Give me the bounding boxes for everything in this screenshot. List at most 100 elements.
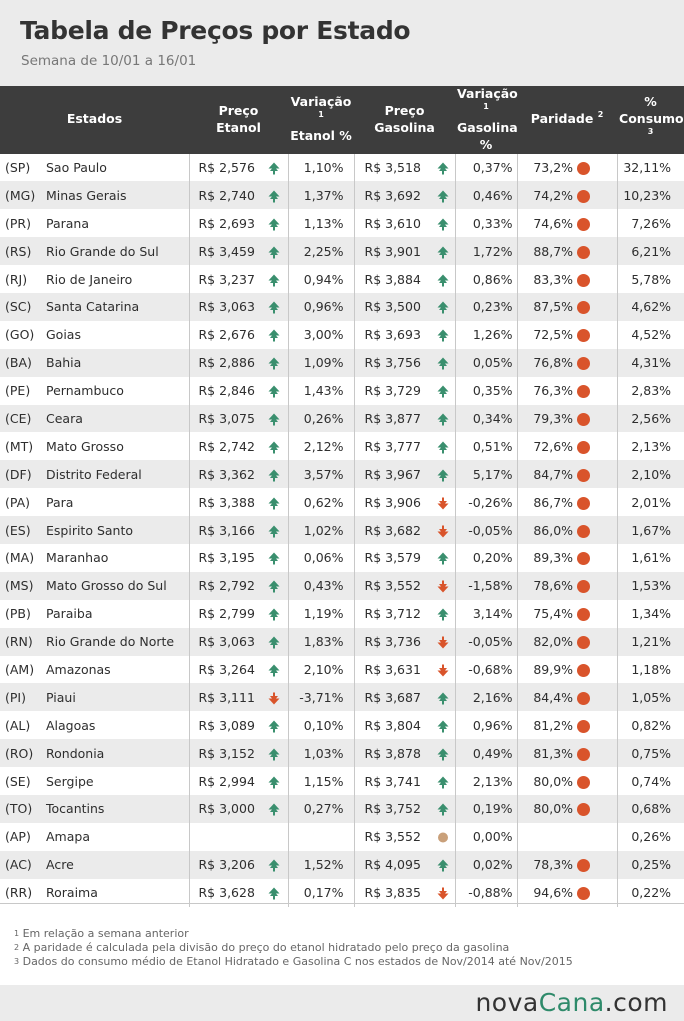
parity-cell-icon: [577, 209, 618, 238]
ethanol-variation: 1,83%: [288, 627, 355, 656]
trend-cell: [432, 543, 456, 572]
table-row: (AL) Alagoas R$ 3,089 0,10% R$ 3,804 0,96% 81,…: [0, 711, 684, 740]
gasoline-price: R$ 3,552: [354, 571, 433, 600]
trend-up-icon: [437, 859, 449, 872]
consumption-value: 1,61%: [617, 543, 684, 572]
state-name: Distrito Federal: [44, 460, 190, 489]
gasoline-variation: 0,51%: [455, 432, 518, 461]
trend-cell: [432, 153, 456, 182]
table-row: (GO) Goias R$ 2,676 3,00% R$ 3,693 1,26% 72,5%…: [0, 320, 684, 349]
state-name: Para: [44, 488, 190, 517]
trend-up-icon: [268, 246, 280, 259]
ethanol-price: R$ 3,206: [189, 850, 261, 879]
consumption-value: 2,13%: [617, 432, 684, 461]
trend-cell: [261, 153, 289, 182]
trend-down-icon: [268, 692, 280, 705]
gasoline-variation: 1,72%: [455, 237, 518, 266]
footnote: 1 Em relação a semana anterior: [14, 927, 189, 940]
state-name: Goias: [44, 320, 190, 349]
parity-cell-icon: [577, 348, 618, 377]
trend-cell: [432, 739, 456, 768]
parity-value: 82,0%: [517, 627, 578, 656]
parity-value: 78,6%: [517, 571, 578, 600]
state-abbr: (SP): [0, 153, 44, 182]
parity-dot-icon: [577, 189, 591, 203]
state-name: Santa Catarina: [44, 292, 190, 321]
ethanol-price: R$ 2,742: [189, 432, 261, 461]
parity-cell-icon: [577, 571, 618, 600]
parity-value: 86,7%: [517, 488, 578, 517]
table-header-row: Estados Preço Etanol Variação 1 Etanol % P…: [0, 86, 684, 154]
trend-up-icon: [268, 664, 280, 677]
ethanol-variation: 0,96%: [288, 292, 355, 321]
parity-dot-icon: [577, 663, 591, 677]
trend-cell: [261, 711, 289, 740]
gasoline-price: R$ 3,500: [354, 292, 433, 321]
parity-dot-icon: [577, 273, 591, 287]
ethanol-variation: -3,71%: [288, 683, 355, 712]
table-row: (RO) Rondonia R$ 3,152 1,03% R$ 3,878 0,49% 81…: [0, 739, 684, 768]
trend-cell: [261, 265, 289, 293]
state-abbr: (MS): [0, 571, 44, 600]
gasoline-price: R$ 3,877: [354, 404, 433, 433]
ethanol-price: R$ 3,195: [189, 543, 261, 572]
parity-cell-icon: [577, 822, 618, 851]
state-abbr: (PR): [0, 209, 44, 238]
ethanol-price: R$ 3,628: [189, 878, 261, 907]
col-header-gas-price: Preço Gasolina: [354, 86, 456, 154]
parity-dot-icon: [577, 580, 591, 594]
state-name: Rondonia: [44, 739, 190, 768]
trend-cell: [261, 181, 289, 210]
table-row: (AM) Amazonas R$ 3,264 2,10% R$ 3,631 -0,68% 8…: [0, 655, 684, 684]
trend-cell: [261, 488, 289, 517]
table-body: (SP) Sao Paulo R$ 2,576 1,10% R$ 3,518 0,37% 7…: [0, 153, 684, 907]
col-header-consumption: % Consumo 3: [617, 86, 684, 154]
parity-dot-icon: [577, 803, 591, 817]
table-row: (CE) Ceara R$ 3,075 0,26% R$ 3,877 0,34% 79,3%…: [0, 404, 684, 433]
page-title: Tabela de Preços por Estado: [20, 16, 411, 45]
parity-cell-icon: [577, 543, 618, 572]
gasoline-price: R$ 3,901: [354, 237, 433, 266]
parity-value: 81,2%: [517, 711, 578, 740]
table-row: (AP) Amapa R$ 3,552 0,00% 0,26%: [0, 822, 684, 851]
trend-cell: [432, 878, 456, 907]
trend-cell: [261, 822, 289, 851]
trend-up-icon: [437, 246, 449, 259]
table-row: (PR) Parana R$ 2,693 1,13% R$ 3,610 0,33% 74,6…: [0, 209, 684, 238]
trend-up-icon: [437, 162, 449, 175]
trend-up-icon: [437, 720, 449, 733]
footnote: 3 Dados do consumo médio de Etanol Hidra…: [14, 955, 573, 968]
trend-cell: [261, 850, 289, 879]
trend-up-icon: [268, 190, 280, 203]
parity-dot-icon: [577, 775, 591, 789]
parity-value: 88,7%: [517, 237, 578, 266]
ethanol-price: R$ 2,676: [189, 320, 261, 349]
trend-up-icon: [268, 525, 280, 538]
ethanol-price: R$ 3,388: [189, 488, 261, 517]
parity-value: 87,5%: [517, 292, 578, 321]
trend-up-icon: [268, 580, 280, 593]
gasoline-variation: 0,34%: [455, 404, 518, 433]
parity-value: 72,5%: [517, 320, 578, 349]
trend-cell: [261, 767, 289, 795]
trend-up-icon: [268, 301, 280, 314]
trend-cell: [432, 348, 456, 377]
trend-cell: [261, 655, 289, 684]
parity-cell-icon: [577, 794, 618, 823]
ethanol-variation: 0,26%: [288, 404, 355, 433]
gasoline-price: R$ 3,712: [354, 599, 433, 628]
consumption-value: 5,78%: [617, 265, 684, 293]
parity-dot-icon: [577, 524, 591, 538]
trend-up-icon: [437, 552, 449, 565]
trend-cell: [261, 320, 289, 349]
trend-cell: [432, 320, 456, 349]
table-row: (AC) Acre R$ 3,206 1,52% R$ 4,095 0,02% 78,3% 0…: [0, 850, 684, 879]
trend-up-icon: [437, 385, 449, 398]
table-row: (PB) Paraiba R$ 2,799 1,19% R$ 3,712 3,14% 75,…: [0, 599, 684, 628]
gasoline-variation: -0,26%: [455, 488, 518, 517]
ethanol-variation: 0,17%: [288, 878, 355, 907]
table-row: (SC) Santa Catarina R$ 3,063 0,96% R$ 3,500 0…: [0, 292, 684, 321]
header: Tabela de Preços por Estado Semana de 10…: [0, 0, 684, 86]
gasoline-price: R$ 3,804: [354, 711, 433, 740]
ethanol-price: R$ 2,994: [189, 767, 261, 795]
